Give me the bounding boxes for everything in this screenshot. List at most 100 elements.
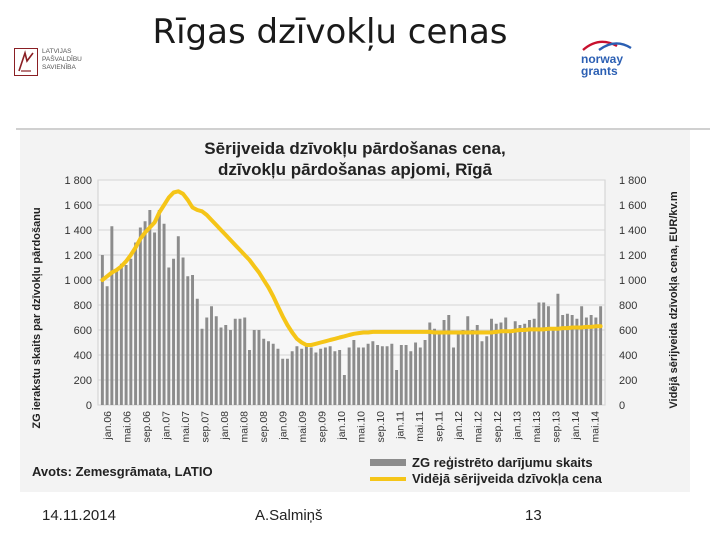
- bar: [452, 347, 455, 405]
- bar: [224, 325, 228, 405]
- bar: [513, 321, 517, 405]
- bar: [119, 263, 123, 405]
- x-tick-label: sep.10: [375, 411, 387, 443]
- x-tick-label: sep.07: [199, 411, 211, 443]
- bar: [480, 341, 484, 405]
- bar: [414, 342, 418, 405]
- x-tick-label: jan.10: [336, 411, 348, 441]
- bar: [262, 338, 266, 405]
- x-tick-label: sep.11: [433, 411, 445, 442]
- bar: [252, 330, 256, 405]
- x-tick-label: mai.13: [531, 411, 543, 443]
- bar: [409, 351, 413, 405]
- bar: [395, 370, 399, 405]
- y-tick-label-right: 200: [619, 375, 637, 387]
- bar: [214, 316, 218, 405]
- bar: [461, 330, 465, 405]
- bar: [442, 320, 446, 405]
- bar: [508, 331, 512, 405]
- x-tick-label: mai.08: [238, 411, 250, 443]
- y-tick-label-left: 200: [74, 375, 92, 387]
- bar: [347, 347, 351, 405]
- bar: [157, 210, 161, 405]
- bar: [380, 346, 384, 405]
- y-tick-label-left: 400: [74, 350, 92, 362]
- bar: [323, 347, 327, 405]
- bar: [110, 226, 114, 405]
- x-tick-label: mai.11: [414, 411, 426, 442]
- bar: [205, 317, 209, 405]
- slide-title: Rīgas dzīvokļu cenas: [152, 12, 508, 52]
- bar: [490, 318, 493, 405]
- lps-logo-mark: [14, 48, 38, 76]
- lps-logo-line: SAVIENĪBA: [42, 64, 76, 71]
- bar: [266, 341, 270, 405]
- x-tick-label: mai.10: [355, 411, 367, 443]
- bar: [357, 347, 361, 405]
- bar: [271, 343, 275, 405]
- bar: [561, 315, 565, 405]
- bar: [148, 210, 152, 405]
- bar: [551, 330, 555, 405]
- x-tick-label: sep.13: [550, 411, 562, 443]
- x-tick-label: jan.09: [277, 411, 289, 441]
- line-series: [100, 189, 603, 347]
- bar: [309, 347, 313, 405]
- bar: [300, 348, 304, 405]
- x-tick-label: sep.09: [316, 411, 328, 443]
- y-tick-label-right: 0: [619, 400, 625, 412]
- bar: [537, 302, 541, 405]
- bar: [290, 351, 294, 405]
- bar: [466, 316, 470, 405]
- bar: [186, 276, 190, 405]
- bar: [580, 306, 584, 405]
- bar: [285, 358, 289, 405]
- x-tick-label: mai.06: [121, 411, 133, 443]
- y-tick-label-right: 1 200: [619, 250, 647, 262]
- bar: [404, 345, 408, 405]
- bar: [456, 331, 460, 405]
- bar: [485, 336, 489, 405]
- bar: [129, 258, 133, 405]
- bar: [589, 315, 593, 405]
- bar: [143, 221, 147, 405]
- bar: [599, 306, 603, 405]
- legend-bar-label: ZG reģistrēto darījumu skaits: [412, 455, 593, 470]
- bar: [100, 255, 104, 405]
- bar: [233, 318, 237, 405]
- y-axis-left-label: ZG ierakstu skaits par dzīvokļu pārdošan…: [31, 207, 43, 428]
- bar: [504, 317, 508, 405]
- bar: [575, 318, 579, 405]
- bar: [471, 330, 474, 405]
- footer-author: A.Salmiņš: [255, 507, 323, 524]
- bar: [594, 317, 598, 405]
- x-tick-label: jan.07: [160, 411, 172, 441]
- y-tick-label-right: 1 400: [619, 225, 647, 237]
- x-tick-label: sep.08: [258, 411, 270, 443]
- bar: [518, 325, 522, 405]
- bar: [418, 347, 422, 405]
- x-tick-label: sep.06: [141, 411, 153, 443]
- y-tick-label-right: 400: [619, 350, 637, 362]
- y-tick-label-left: 1 400: [64, 225, 92, 237]
- bar: [257, 330, 261, 405]
- price-line: [100, 189, 603, 347]
- x-tick-label: mai.12: [472, 411, 484, 443]
- bar: [314, 352, 318, 405]
- bar: [167, 267, 171, 405]
- divider: [16, 128, 710, 130]
- bar: [527, 320, 531, 405]
- bar: [499, 322, 503, 405]
- bar: [494, 323, 498, 405]
- bar: [361, 347, 365, 405]
- bar: [556, 293, 560, 405]
- y-axis-left: 0 200 400 600 800 1 000 1 200 1 400 1 600 1 800: [64, 175, 92, 412]
- lps-logo-line: LATVIJAS: [42, 48, 72, 55]
- y-tick-label-right: 800: [619, 300, 637, 312]
- y-axis-right-label: Vidējā sērijveida dzīvokļa cena, EUR/kv.…: [668, 191, 680, 408]
- footer-page-number: 13: [525, 507, 542, 524]
- bar: [376, 345, 380, 405]
- bar: [385, 346, 389, 405]
- x-tick-label: mai.09: [297, 411, 309, 443]
- bar: [195, 298, 199, 405]
